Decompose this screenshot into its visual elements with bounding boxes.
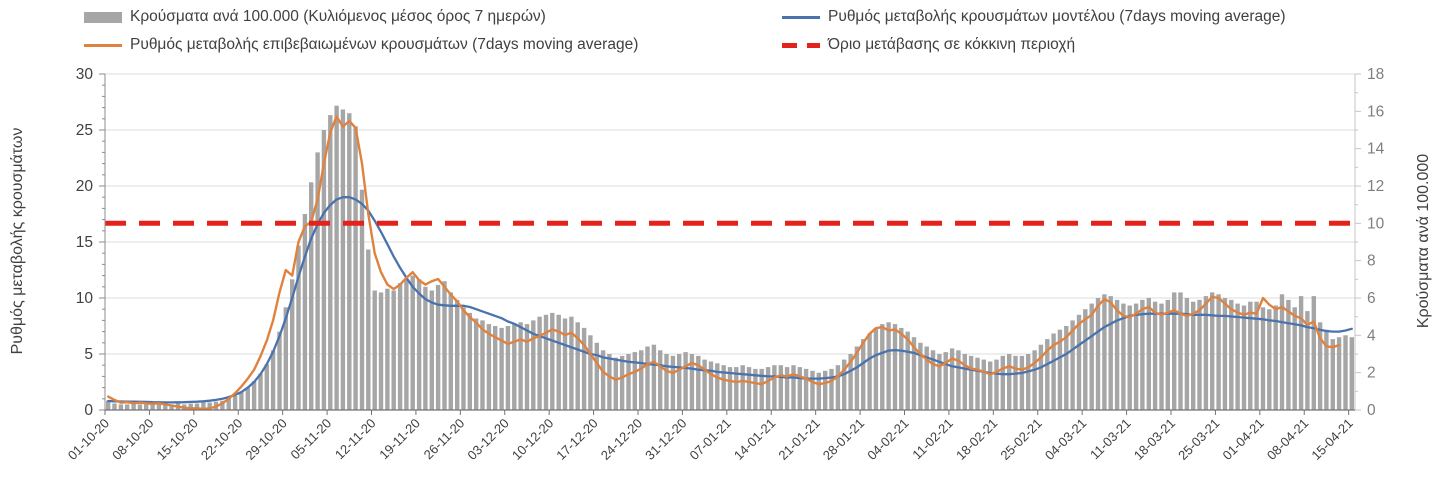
- legend-item-model-rate: Ρυθμός μεταβολής κρουσμάτων μοντέλου (7d…: [782, 8, 1286, 26]
- svg-text:6: 6: [1367, 290, 1376, 307]
- svg-text:03-12-20: 03-12-20: [464, 416, 511, 463]
- svg-text:15-10-20: 15-10-20: [154, 416, 201, 463]
- svg-text:01-10-20: 01-10-20: [65, 416, 112, 463]
- svg-text:30: 30: [76, 66, 94, 83]
- svg-text:12-11-20: 12-11-20: [332, 416, 379, 463]
- svg-text:4: 4: [1367, 327, 1376, 344]
- svg-text:21-01-21: 21-01-21: [775, 416, 822, 463]
- svg-text:26-11-20: 26-11-20: [421, 416, 468, 463]
- svg-text:25-03-21: 25-03-21: [1175, 416, 1222, 463]
- svg-text:0: 0: [1367, 402, 1376, 419]
- svg-text:0: 0: [84, 402, 93, 419]
- svg-text:12: 12: [1367, 178, 1384, 195]
- legend-label-red-zone-threshold: Όριο μετάβασης σε κόκκινη περιοχή: [828, 36, 1076, 53]
- left-axis-ticks: 0 5 10 15 20 25 30: [76, 66, 105, 419]
- svg-text:10: 10: [1367, 215, 1385, 232]
- svg-text:08-04-21: 08-04-21: [1264, 416, 1311, 463]
- svg-text:11-03-21: 11-03-21: [1087, 416, 1134, 463]
- svg-text:07-01-21: 07-01-21: [687, 416, 734, 463]
- svg-text:15-04-21: 15-04-21: [1308, 416, 1355, 463]
- legend-item-red-zone-threshold: Όριο μετάβασης σε κόκκινη περιοχή: [782, 36, 1075, 54]
- chart-plot: 0 5 10 15 20 25 30 0 2 4 6 8 10 12 14 16 18 01-10-2008-10…: [65, 66, 1385, 463]
- svg-text:16: 16: [1367, 103, 1384, 120]
- svg-text:22-10-20: 22-10-20: [198, 416, 245, 463]
- legend-item-confirmed-rate: Ρυθμός μεταβολής επιβεβαιωμένων κρουσμάτ…: [84, 36, 638, 54]
- svg-text:04-03-21: 04-03-21: [1042, 416, 1089, 463]
- svg-text:18-03-21: 18-03-21: [1131, 416, 1178, 463]
- model-rate-line: [107, 196, 1353, 404]
- right-axis-ticks: 0 2 4 6 8 10 12 14 16 18: [1355, 66, 1385, 419]
- svg-text:20: 20: [76, 178, 94, 195]
- svg-text:10-12-20: 10-12-20: [509, 416, 556, 463]
- legend-label-model-rate: Ρυθμός μεταβολής κρουσμάτων μοντέλου (7d…: [828, 8, 1286, 25]
- svg-text:25: 25: [76, 122, 93, 139]
- svg-text:15: 15: [76, 234, 93, 251]
- svg-text:5: 5: [84, 346, 93, 363]
- svg-text:24-12-20: 24-12-20: [598, 416, 645, 463]
- legend-item-cases-per-100k: Κρούσματα ανά 100.000 (Κυλιόμενος μέσος …: [84, 8, 546, 26]
- bars-series: [106, 105, 1354, 411]
- legend-label-cases-per-100k: Κρούσματα ανά 100.000 (Κυλιόμενος μέσος …: [130, 8, 546, 25]
- svg-text:04-02-21: 04-02-21: [864, 416, 911, 463]
- svg-text:28-01-21: 28-01-21: [820, 416, 867, 463]
- svg-text:18: 18: [1367, 66, 1384, 83]
- svg-text:8: 8: [1367, 253, 1376, 270]
- red-dash-swatch-icon: [782, 42, 820, 48]
- svg-text:17-12-20: 17-12-20: [553, 416, 600, 463]
- svg-text:31-12-20: 31-12-20: [642, 416, 689, 463]
- blue-line-swatch-icon: [782, 15, 820, 19]
- bar-series-swatch-icon: [84, 11, 122, 23]
- svg-text:18-02-21: 18-02-21: [953, 416, 1000, 463]
- svg-text:2: 2: [1367, 365, 1376, 382]
- svg-text:08-10-20: 08-10-20: [109, 416, 156, 463]
- x-axis-ticks: 01-10-2008-10-2015-10-2022-10-2029-10-20…: [65, 410, 1356, 463]
- svg-text:14: 14: [1367, 141, 1385, 158]
- svg-text:14-01-21: 14-01-21: [731, 416, 778, 463]
- svg-text:05-11-20: 05-11-20: [287, 416, 334, 463]
- svg-text:11-02-21: 11-02-21: [909, 416, 956, 463]
- legend-label-confirmed-rate: Ρυθμός μεταβολής επιβεβαιωμένων κρουσμάτ…: [130, 36, 639, 53]
- svg-text:10: 10: [76, 290, 94, 307]
- orange-line-swatch-icon: [84, 43, 122, 47]
- svg-text:01-04-21: 01-04-21: [1220, 416, 1267, 463]
- confirmed-rate-line: [107, 115, 1341, 411]
- svg-text:29-10-20: 29-10-20: [242, 416, 289, 463]
- svg-text:19-11-20: 19-11-20: [376, 416, 423, 463]
- svg-text:25-02-21: 25-02-21: [997, 416, 1044, 463]
